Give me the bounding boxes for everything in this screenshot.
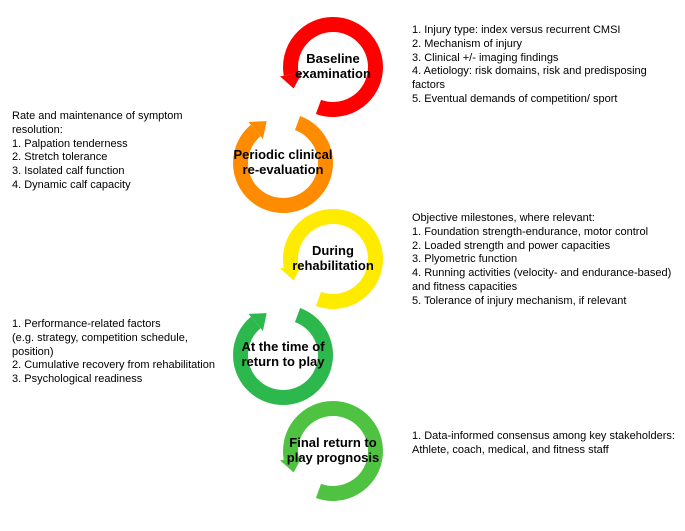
stage-label-line: rehabilitation — [278, 259, 388, 274]
stage-text-item: 3. Clinical +/- imaging findings — [412, 52, 677, 66]
stage-text-rtp: 1. Performance-related factors(e.g. stra… — [12, 318, 222, 387]
stage-label-line: play prognosis — [278, 451, 388, 466]
stage-text-item: 2. Loaded strength and power capacities — [412, 240, 677, 254]
stage-label-line: Baseline — [278, 52, 388, 67]
stage-text-item: 3. Psychological readiness — [12, 373, 222, 387]
stage-text-item: 2. Cumulative recovery from rehabilitati… — [12, 359, 222, 373]
stage-label-line: Periodic clinical — [228, 148, 338, 163]
stage-label-line: examination — [278, 67, 388, 82]
stage-text-periodic: Rate and maintenance of symptom resoluti… — [12, 110, 222, 193]
stage-text-item: 5. Tolerance of injury mechanism, if rel… — [412, 295, 677, 309]
stage-text-item: (e.g. strategy, competition schedule, po… — [12, 332, 222, 360]
stage-text-item: 4. Running activities (velocity- and end… — [412, 267, 677, 295]
stage-text-rehab: Objective milestones, where relevant:1. … — [412, 212, 677, 308]
stage-text-heading: Objective milestones, where relevant: — [412, 212, 677, 226]
stage-text-item: 2. Stretch tolerance — [12, 151, 222, 165]
stage-text-item: 1. Injury type: index versus recurrent C… — [412, 24, 677, 38]
stage-label-line: Final return to — [278, 436, 388, 451]
stage-text-item: 2. Mechanism of injury — [412, 38, 677, 52]
diagram-canvas: Baselineexamination 1. Injury type: index… — [0, 0, 685, 531]
stage-label-periodic: Periodic clinicalre-evaluation — [228, 148, 338, 178]
stage-text-item: 1. Performance-related factors — [12, 318, 222, 332]
stage-label-line: At the time of — [228, 340, 338, 355]
stage-text-item: 3. Plyometric function — [412, 253, 677, 267]
stage-text-heading: Rate and maintenance of symptom resoluti… — [12, 110, 222, 138]
stage-text-baseline: 1. Injury type: index versus recurrent C… — [412, 24, 677, 107]
stage-text-item: 1. Data-informed consensus among key sta… — [412, 430, 677, 444]
stage-label-final: Final return toplay prognosis — [278, 436, 388, 466]
stage-label-rehab: Duringrehabilitation — [278, 244, 388, 274]
stage-text-item: 3. Isolated calf function — [12, 165, 222, 179]
stage-text-final: 1. Data-informed consensus among key sta… — [412, 430, 677, 458]
stage-text-item: 5. Eventual demands of competition/ spor… — [412, 93, 677, 107]
stage-text-item: 1. Palpation tenderness — [12, 138, 222, 152]
stage-label-baseline: Baselineexamination — [278, 52, 388, 82]
stage-label-rtp: At the time ofreturn to play — [228, 340, 338, 370]
stage-text-item: 4. Dynamic calf capacity — [12, 179, 222, 193]
stage-text-item: 4. Aetiology: risk domains, risk and pre… — [412, 65, 677, 93]
stage-text-item: Athlete, coach, medical, and fitness sta… — [412, 444, 677, 458]
stage-label-line: re-evaluation — [228, 163, 338, 178]
stage-label-line: During — [278, 244, 388, 259]
stage-text-item: 1. Foundation strength-endurance, motor … — [412, 226, 677, 240]
stage-label-line: return to play — [228, 355, 338, 370]
